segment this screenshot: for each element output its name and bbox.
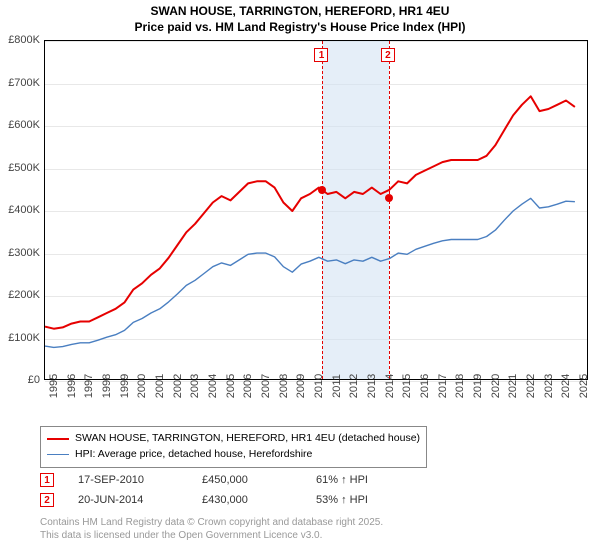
chart-container: SWAN HOUSE, TARRINGTON, HEREFORD, HR1 4E… (0, 0, 600, 560)
legend: SWAN HOUSE, TARRINGTON, HEREFORD, HR1 4E… (40, 426, 427, 468)
x-tick-label: 2016 (419, 374, 431, 398)
legend-swatch-price (47, 438, 69, 440)
y-tick-label: £200K (0, 289, 40, 301)
x-tick-label: 2001 (154, 374, 166, 398)
sale-date: 17-SEP-2010 (78, 474, 178, 486)
x-tick-label: 2018 (454, 374, 466, 398)
x-tick-label: 2002 (172, 374, 184, 398)
x-tick-label: 2007 (260, 374, 272, 398)
x-tick-label: 2019 (472, 374, 484, 398)
x-tick-label: 2009 (295, 374, 307, 398)
sale-table: 1 17-SEP-2010 £450,000 61% ↑ HPI 2 20-JUN-201… (40, 470, 368, 510)
legend-swatch-hpi (47, 454, 69, 455)
chart-title: SWAN HOUSE, TARRINGTON, HEREFORD, HR1 4E… (0, 0, 600, 35)
sale-table-badge: 2 (40, 493, 54, 507)
x-tick-label: 1997 (83, 374, 95, 398)
y-tick-label: £0 (0, 374, 40, 386)
footer-line1: Contains HM Land Registry data © Crown c… (40, 516, 383, 529)
x-tick-label: 1996 (66, 374, 78, 398)
x-tick-label: 2021 (507, 374, 519, 398)
x-tick-label: 2004 (207, 374, 219, 398)
title-line1: SWAN HOUSE, TARRINGTON, HEREFORD, HR1 4E… (0, 4, 600, 20)
x-tick-label: 2017 (437, 374, 449, 398)
x-tick-label: 2003 (189, 374, 201, 398)
footer-note: Contains HM Land Registry data © Crown c… (40, 516, 383, 542)
y-tick-label: £400K (0, 204, 40, 216)
sale-badge: 1 (314, 48, 328, 62)
x-tick-label: 2012 (348, 374, 360, 398)
legend-row-price: SWAN HOUSE, TARRINGTON, HEREFORD, HR1 4E… (47, 431, 420, 447)
sale-price: £450,000 (202, 474, 292, 486)
legend-label-price: SWAN HOUSE, TARRINGTON, HEREFORD, HR1 4E… (75, 431, 420, 447)
sale-table-row: 1 17-SEP-2010 £450,000 61% ↑ HPI (40, 470, 368, 490)
x-tick-label: 1998 (101, 374, 113, 398)
sale-date: 20-JUN-2014 (78, 494, 178, 506)
y-tick-label: £300K (0, 247, 40, 259)
y-tick-label: £600K (0, 119, 40, 131)
x-tick-label: 2013 (366, 374, 378, 398)
x-tick-label: 2022 (525, 374, 537, 398)
legend-row-hpi: HPI: Average price, detached house, Here… (47, 447, 420, 463)
footer-line2: This data is licensed under the Open Gov… (40, 529, 383, 542)
x-tick-label: 2006 (242, 374, 254, 398)
plot-area (44, 40, 588, 380)
x-tick-label: 2005 (225, 374, 237, 398)
sale-table-row: 2 20-JUN-2014 £430,000 53% ↑ HPI (40, 490, 368, 510)
x-tick-label: 2008 (278, 374, 290, 398)
y-tick-label: £100K (0, 332, 40, 344)
x-tick-label: 1995 (48, 374, 60, 398)
y-tick-label: £700K (0, 77, 40, 89)
x-tick-label: 2010 (313, 374, 325, 398)
series-line (45, 41, 589, 381)
x-tick-label: 2014 (384, 374, 396, 398)
x-tick-label: 2025 (578, 374, 590, 398)
sale-vs-hpi: 53% ↑ HPI (316, 494, 368, 506)
title-line2: Price paid vs. HM Land Registry's House … (0, 20, 600, 36)
x-tick-label: 2023 (543, 374, 555, 398)
legend-label-hpi: HPI: Average price, detached house, Here… (75, 447, 312, 463)
sale-table-badge: 1 (40, 473, 54, 487)
sale-badge: 2 (381, 48, 395, 62)
x-tick-label: 2015 (401, 374, 413, 398)
sale-vs-hpi: 61% ↑ HPI (316, 474, 368, 486)
y-tick-label: £500K (0, 162, 40, 174)
x-tick-label: 2024 (560, 374, 572, 398)
sale-price: £430,000 (202, 494, 292, 506)
x-tick-label: 1999 (119, 374, 131, 398)
x-tick-label: 2020 (490, 374, 502, 398)
x-tick-label: 2011 (331, 374, 343, 398)
y-tick-label: £800K (0, 34, 40, 46)
x-tick-label: 2000 (136, 374, 148, 398)
